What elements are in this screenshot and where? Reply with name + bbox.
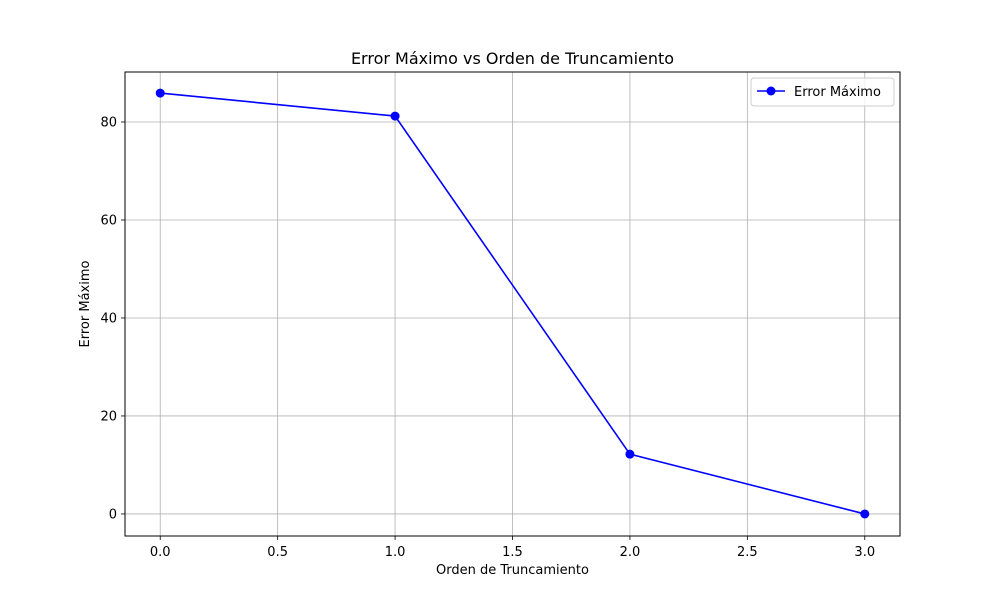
y-tick-label: 80 xyxy=(100,115,117,130)
data-point xyxy=(390,111,400,121)
x-axis-ticks: 0.0 0.5 1.0 1.5 2.0 2.5 3.0 xyxy=(150,536,875,560)
data-series xyxy=(155,88,870,519)
x-tick-label: 2.0 xyxy=(620,545,641,560)
x-tick-label: 2.5 xyxy=(737,545,758,560)
y-tick-label: 20 xyxy=(100,409,117,424)
data-point xyxy=(625,449,635,459)
legend-label: Error Máximo xyxy=(794,85,881,100)
y-tick-label: 0 xyxy=(109,507,117,522)
data-point xyxy=(155,88,165,98)
y-tick-label: 40 xyxy=(100,311,117,326)
chart-title: Error Máximo vs Orden de Truncamiento xyxy=(351,49,674,68)
x-tick-label: 0.5 xyxy=(267,545,288,560)
y-axis-ticks: 0 20 40 60 80 xyxy=(100,115,125,522)
x-tick-label: 0.0 xyxy=(150,545,171,560)
data-point xyxy=(860,509,870,519)
y-axis-label: Error Máximo xyxy=(78,260,93,347)
y-tick-label: 60 xyxy=(100,213,117,228)
x-tick-label: 3.0 xyxy=(854,545,875,560)
series-line xyxy=(160,92,865,515)
x-axis-label: Orden de Truncamiento xyxy=(436,563,589,578)
x-tick-label: 1.5 xyxy=(502,545,523,560)
grid-lines xyxy=(125,72,900,536)
legend-box xyxy=(750,77,895,107)
legend: Error Máximo xyxy=(750,77,895,107)
x-tick-label: 1.0 xyxy=(385,545,406,560)
legend-marker-sample xyxy=(766,86,776,96)
